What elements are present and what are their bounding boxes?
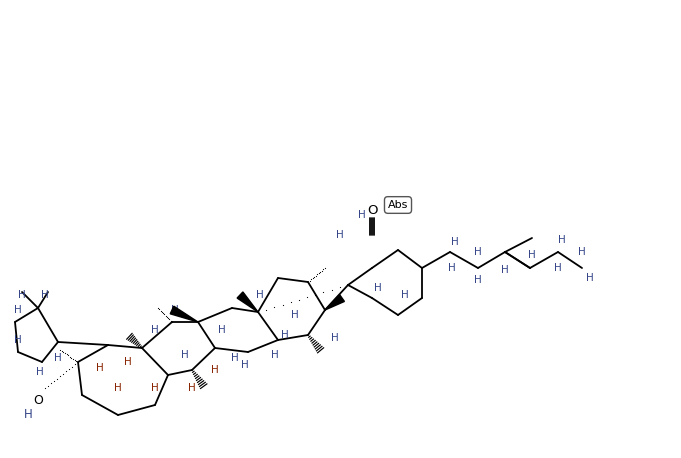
- Text: H: H: [281, 330, 289, 340]
- Text: H: H: [336, 230, 344, 240]
- Text: H: H: [114, 383, 122, 393]
- Text: H: H: [528, 250, 536, 260]
- Polygon shape: [237, 292, 258, 312]
- Text: H: H: [24, 409, 33, 421]
- Text: H: H: [14, 335, 22, 345]
- Text: H: H: [36, 367, 44, 377]
- Text: H: H: [331, 333, 339, 343]
- Text: H: H: [501, 265, 509, 275]
- Text: H: H: [241, 360, 249, 370]
- Text: H: H: [358, 210, 366, 220]
- Text: H: H: [218, 325, 226, 335]
- Text: H: H: [151, 325, 159, 335]
- Text: H: H: [181, 350, 189, 360]
- Text: H: H: [124, 357, 132, 367]
- Text: H: H: [54, 353, 62, 363]
- Text: H: H: [231, 353, 239, 363]
- Text: O: O: [33, 393, 43, 407]
- Text: H: H: [271, 350, 279, 360]
- Text: H: H: [151, 383, 159, 393]
- Polygon shape: [325, 294, 345, 310]
- Text: H: H: [14, 305, 22, 315]
- Text: H: H: [474, 247, 482, 257]
- Text: H: H: [256, 290, 264, 300]
- Text: H: H: [18, 290, 26, 300]
- Text: H: H: [474, 275, 482, 285]
- Text: H: H: [41, 290, 49, 300]
- Polygon shape: [170, 306, 198, 322]
- Text: H: H: [586, 273, 594, 283]
- Text: H: H: [171, 305, 179, 315]
- Text: H: H: [554, 263, 562, 273]
- Text: H: H: [451, 237, 459, 247]
- Text: H: H: [401, 290, 409, 300]
- Text: H: H: [558, 235, 566, 245]
- Text: H: H: [188, 383, 196, 393]
- Text: Abs: Abs: [387, 200, 408, 210]
- Text: H: H: [211, 365, 219, 375]
- Text: H: H: [291, 310, 299, 320]
- Text: H: H: [96, 363, 104, 373]
- Text: H: H: [578, 247, 586, 257]
- Text: O: O: [367, 203, 377, 217]
- Text: H: H: [448, 263, 456, 273]
- Text: H: H: [374, 283, 382, 293]
